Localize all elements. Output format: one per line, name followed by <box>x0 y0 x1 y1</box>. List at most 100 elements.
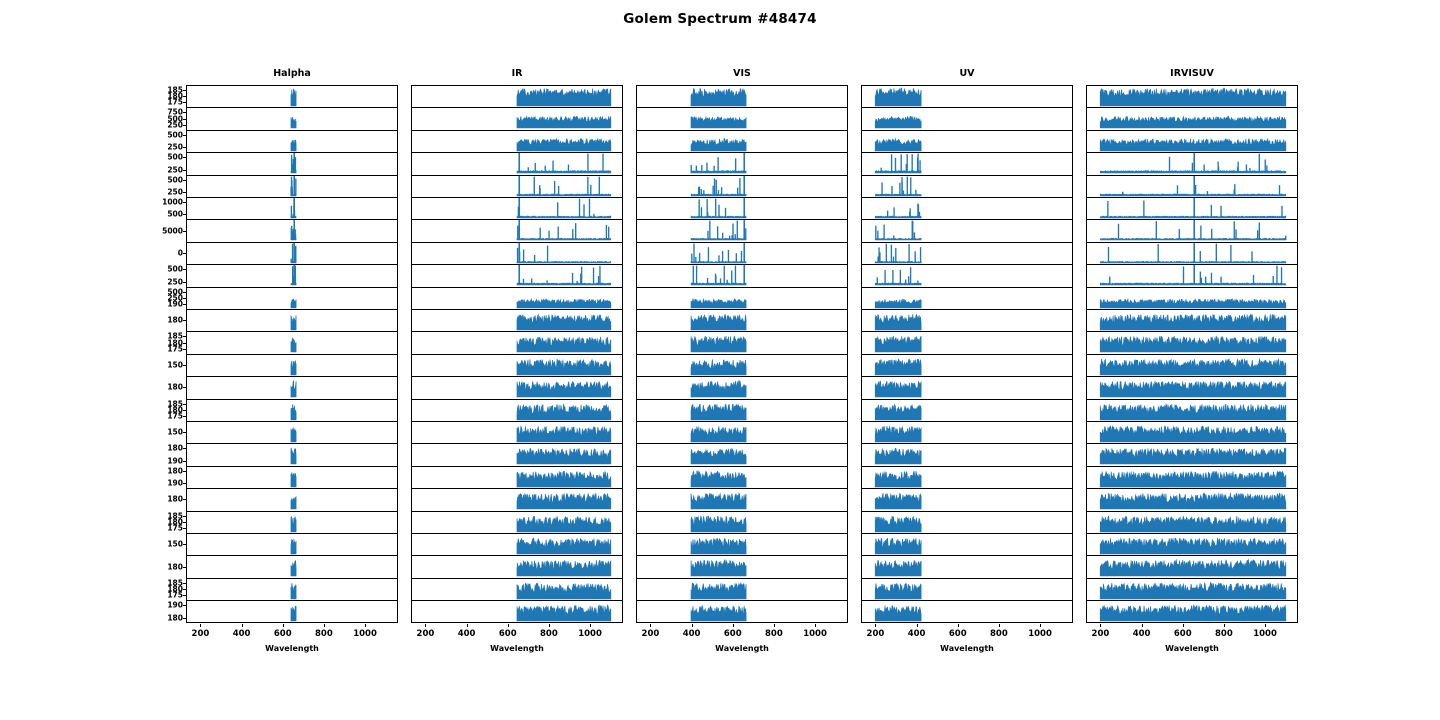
subplot-cell[interactable] <box>1086 129 1298 154</box>
subplot-cell[interactable] <box>411 555 623 579</box>
subplot-cell[interactable] <box>1086 264 1298 288</box>
subplot-cell[interactable] <box>186 264 398 288</box>
subplot-cell[interactable] <box>186 600 398 623</box>
subplot-cell[interactable] <box>861 241 1073 266</box>
subplot-cell[interactable] <box>186 577 398 602</box>
subplot-cell[interactable] <box>861 197 1073 221</box>
subplot-cell[interactable] <box>1086 555 1298 579</box>
subplot-cell[interactable] <box>861 421 1073 445</box>
subplot-cell[interactable] <box>1086 353 1298 378</box>
subplot-cell[interactable] <box>1086 421 1298 445</box>
subplot-cell[interactable] <box>861 465 1073 490</box>
subplot-cell[interactable] <box>1086 107 1298 131</box>
subplot-cell[interactable] <box>636 197 848 221</box>
subplot-cell[interactable] <box>861 174 1073 198</box>
subplot-cell[interactable] <box>636 264 848 288</box>
subplot-cell[interactable] <box>411 577 623 602</box>
subplot-cell[interactable] <box>411 421 623 445</box>
subplot-cell[interactable] <box>186 510 398 534</box>
subplot-cell[interactable] <box>636 174 848 198</box>
subplot-cell[interactable] <box>861 510 1073 534</box>
subplot-cell[interactable] <box>636 533 848 557</box>
subplot-cell[interactable] <box>1086 577 1298 602</box>
subplot-cell[interactable] <box>1086 152 1298 176</box>
subplot-cell[interactable] <box>186 398 398 422</box>
subplot-cell[interactable] <box>861 376 1073 400</box>
subplot-cell[interactable] <box>411 152 623 176</box>
subplot-cell[interactable] <box>1086 197 1298 221</box>
subplot-cell[interactable] <box>1086 331 1298 355</box>
subplot-cell[interactable] <box>411 510 623 534</box>
subplot-cell[interactable] <box>411 85 623 109</box>
subplot-cell[interactable] <box>411 309 623 333</box>
subplot-cell[interactable] <box>636 488 848 512</box>
subplot-cell[interactable] <box>861 443 1073 467</box>
subplot-cell[interactable] <box>1086 174 1298 198</box>
subplot-cell[interactable] <box>861 309 1073 333</box>
subplot-cell[interactable] <box>861 488 1073 512</box>
subplot-cell[interactable] <box>186 309 398 333</box>
subplot-cell[interactable] <box>636 577 848 602</box>
subplot-cell[interactable] <box>861 600 1073 623</box>
subplot-cell[interactable] <box>1086 443 1298 467</box>
subplot-cell[interactable] <box>186 286 398 310</box>
subplot-cell[interactable] <box>861 264 1073 288</box>
subplot-cell[interactable] <box>186 376 398 400</box>
subplot-cell[interactable] <box>411 197 623 221</box>
subplot-cell[interactable] <box>636 241 848 266</box>
subplot-cell[interactable] <box>861 85 1073 109</box>
subplot-cell[interactable] <box>1086 376 1298 400</box>
subplot-cell[interactable] <box>636 600 848 623</box>
subplot-cell[interactable] <box>411 219 623 243</box>
subplot-cell[interactable] <box>411 443 623 467</box>
subplot-cell[interactable] <box>186 219 398 243</box>
subplot-cell[interactable] <box>861 152 1073 176</box>
subplot-cell[interactable] <box>1086 465 1298 490</box>
subplot-cell[interactable] <box>411 488 623 512</box>
subplot-cell[interactable] <box>636 555 848 579</box>
subplot-cell[interactable] <box>186 174 398 198</box>
subplot-cell[interactable] <box>186 85 398 109</box>
subplot-cell[interactable] <box>1086 510 1298 534</box>
subplot-cell[interactable] <box>411 600 623 623</box>
subplot-cell[interactable] <box>636 331 848 355</box>
subplot-cell[interactable] <box>1086 533 1298 557</box>
subplot-cell[interactable] <box>186 129 398 154</box>
subplot-cell[interactable] <box>411 376 623 400</box>
subplot-cell[interactable] <box>186 241 398 266</box>
subplot-cell[interactable] <box>636 510 848 534</box>
subplot-cell[interactable] <box>861 129 1073 154</box>
subplot-cell[interactable] <box>186 465 398 490</box>
subplot-cell[interactable] <box>861 533 1073 557</box>
subplot-cell[interactable] <box>186 533 398 557</box>
subplot-cell[interactable] <box>186 555 398 579</box>
subplot-cell[interactable] <box>861 353 1073 378</box>
subplot-cell[interactable] <box>186 331 398 355</box>
subplot-cell[interactable] <box>411 533 623 557</box>
subplot-cell[interactable] <box>411 241 623 266</box>
subplot-cell[interactable] <box>1086 85 1298 109</box>
subplot-cell[interactable] <box>636 376 848 400</box>
subplot-cell[interactable] <box>1086 398 1298 422</box>
subplot-cell[interactable] <box>636 107 848 131</box>
subplot-cell[interactable] <box>411 353 623 378</box>
subplot-cell[interactable] <box>411 331 623 355</box>
subplot-cell[interactable] <box>861 286 1073 310</box>
subplot-cell[interactable] <box>636 219 848 243</box>
subplot-cell[interactable] <box>636 286 848 310</box>
subplot-cell[interactable] <box>411 107 623 131</box>
subplot-cell[interactable] <box>636 129 848 154</box>
subplot-cell[interactable] <box>186 197 398 221</box>
subplot-cell[interactable] <box>186 421 398 445</box>
subplot-cell[interactable] <box>636 85 848 109</box>
subplot-cell[interactable] <box>186 353 398 378</box>
subplot-cell[interactable] <box>1086 309 1298 333</box>
subplot-cell[interactable] <box>1086 241 1298 266</box>
subplot-cell[interactable] <box>861 219 1073 243</box>
subplot-cell[interactable] <box>636 421 848 445</box>
subplot-cell[interactable] <box>636 443 848 467</box>
subplot-cell[interactable] <box>636 398 848 422</box>
subplot-cell[interactable] <box>411 398 623 422</box>
subplot-cell[interactable] <box>636 353 848 378</box>
subplot-cell[interactable] <box>411 129 623 154</box>
